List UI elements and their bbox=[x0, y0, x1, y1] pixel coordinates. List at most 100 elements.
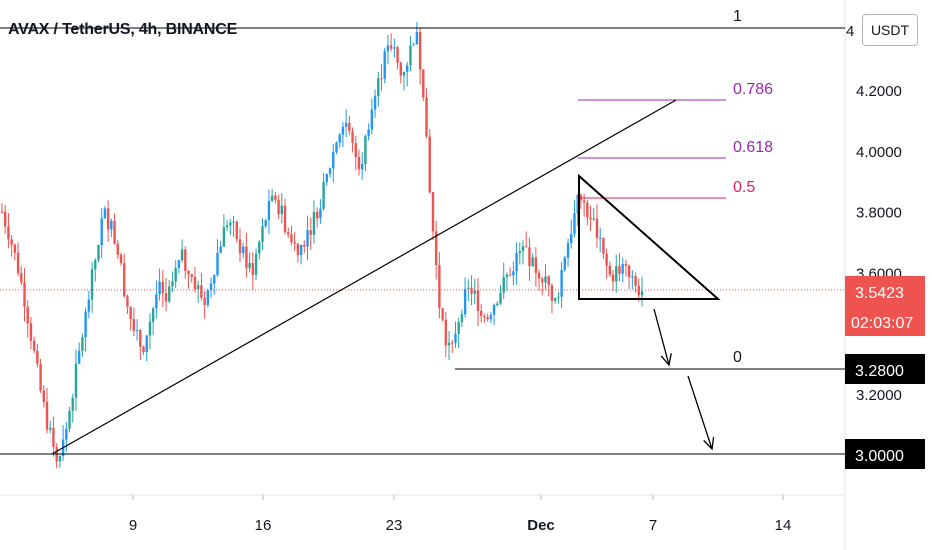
candle-body bbox=[180, 249, 184, 261]
candle-body bbox=[225, 225, 229, 228]
candle-body bbox=[499, 292, 502, 304]
x-tick-label: 9 bbox=[129, 517, 137, 534]
candle-body bbox=[164, 293, 168, 302]
candle-body bbox=[502, 277, 505, 293]
x-tick-label: 14 bbox=[775, 517, 792, 534]
candle-body bbox=[476, 290, 480, 311]
candle-body bbox=[155, 294, 158, 309]
candle-body bbox=[431, 192, 435, 232]
candle-body bbox=[151, 308, 155, 322]
candle-body bbox=[615, 266, 618, 282]
candle-body bbox=[470, 287, 473, 294]
candle-body bbox=[573, 213, 576, 234]
candle-body bbox=[283, 205, 287, 233]
candle-body bbox=[258, 241, 261, 254]
candle-body bbox=[621, 264, 624, 274]
candle-body bbox=[145, 335, 148, 353]
candle-body bbox=[200, 285, 203, 298]
candle-body bbox=[229, 222, 232, 226]
candle-body bbox=[216, 252, 219, 276]
x-tick-label: 16 bbox=[255, 517, 272, 534]
candle-body bbox=[126, 296, 129, 307]
candle-body bbox=[428, 136, 431, 193]
candle-body bbox=[566, 243, 570, 258]
candle-body bbox=[332, 151, 335, 169]
candle-body bbox=[582, 200, 586, 203]
candle-body bbox=[492, 305, 496, 315]
candle-body bbox=[367, 129, 370, 137]
candle-body bbox=[541, 278, 544, 283]
candle-body bbox=[537, 272, 541, 279]
candle-body bbox=[357, 157, 361, 170]
candle-body bbox=[296, 243, 300, 255]
candle-body bbox=[290, 234, 293, 243]
candle-body bbox=[473, 290, 476, 294]
y-tick-label: 3.2000 bbox=[856, 387, 902, 404]
chart-title: AVAX / TetherUS, 4h, BINANCE bbox=[8, 21, 238, 38]
candle-body bbox=[637, 285, 640, 296]
candle-body bbox=[518, 251, 521, 254]
candle-body bbox=[441, 308, 444, 320]
arrow-down-2-shaft bbox=[687, 375, 713, 450]
candle-body bbox=[36, 350, 39, 364]
candle-body bbox=[544, 276, 547, 283]
candle-body bbox=[264, 220, 267, 227]
candle-body bbox=[312, 211, 316, 235]
candle-body bbox=[168, 286, 171, 302]
candle-body bbox=[467, 287, 470, 289]
candle-body bbox=[7, 226, 10, 240]
candle-body bbox=[399, 62, 402, 76]
candle-body bbox=[505, 274, 509, 278]
candle-body bbox=[77, 350, 81, 364]
candle-body bbox=[219, 246, 222, 253]
candle-body bbox=[508, 274, 512, 276]
candle-body bbox=[254, 253, 258, 275]
candle-body bbox=[203, 297, 206, 306]
candle-body bbox=[602, 237, 605, 254]
candle-body bbox=[589, 217, 592, 220]
candle-body bbox=[598, 237, 602, 239]
candle-body bbox=[377, 78, 380, 97]
candle-body bbox=[611, 274, 615, 282]
candle-body bbox=[119, 254, 123, 264]
candle-body bbox=[444, 319, 448, 346]
candle-body bbox=[457, 322, 460, 334]
candle-body bbox=[322, 181, 325, 209]
arrow-down-2-head bbox=[703, 437, 715, 451]
y-tick-label: 3.8000 bbox=[856, 205, 902, 222]
x-tick-label: Dec bbox=[527, 517, 555, 534]
candle-body bbox=[148, 321, 152, 336]
candle-body bbox=[338, 134, 341, 143]
candle-body bbox=[354, 143, 357, 158]
candle-body bbox=[483, 315, 486, 318]
candle-body bbox=[293, 242, 296, 244]
candle-body bbox=[116, 243, 119, 255]
candle-body bbox=[563, 257, 567, 270]
candle-body bbox=[393, 47, 396, 49]
candle-body bbox=[315, 211, 319, 219]
candle-body bbox=[486, 317, 489, 320]
candle-body bbox=[68, 410, 71, 429]
candle-body bbox=[624, 264, 628, 266]
candle-body bbox=[479, 310, 483, 316]
candle-body bbox=[280, 205, 283, 214]
candle-body bbox=[361, 164, 364, 170]
candle-body bbox=[87, 299, 91, 312]
candle-body bbox=[184, 249, 187, 271]
currency-button[interactable]: USDT bbox=[862, 14, 918, 46]
candle-body bbox=[348, 122, 351, 132]
candle-body bbox=[618, 266, 621, 274]
candle-body bbox=[45, 402, 49, 430]
candle-body bbox=[190, 274, 193, 277]
candle-body bbox=[570, 233, 573, 244]
candle-body bbox=[248, 262, 251, 269]
candle-body bbox=[396, 47, 399, 63]
candle-body bbox=[557, 296, 560, 298]
candle-body bbox=[13, 244, 17, 253]
candle-body bbox=[303, 244, 306, 247]
candle-body bbox=[306, 230, 309, 247]
candle-body bbox=[49, 427, 52, 430]
candle-body bbox=[39, 363, 42, 391]
candle-body bbox=[29, 323, 33, 341]
